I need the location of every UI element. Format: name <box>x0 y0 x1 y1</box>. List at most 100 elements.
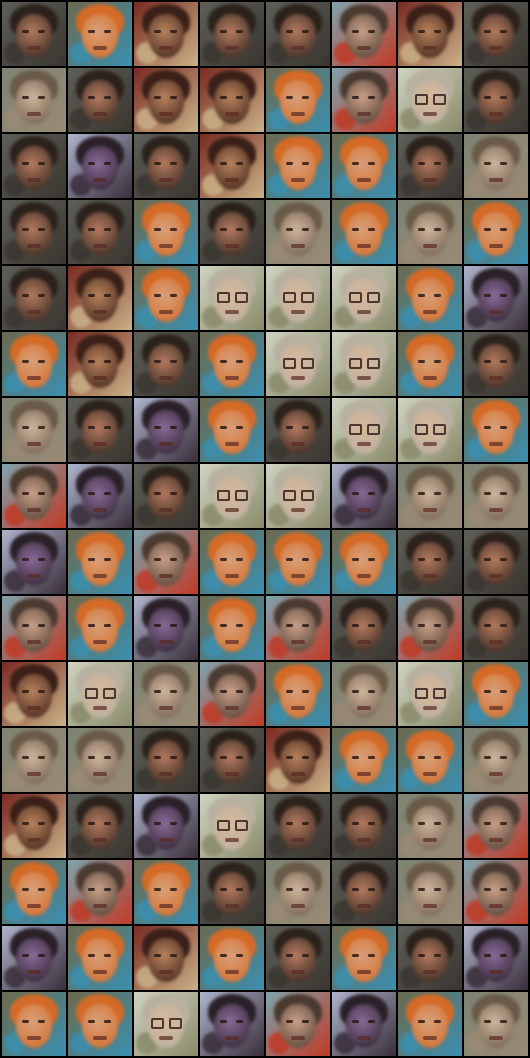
right-eye-shape <box>170 624 177 627</box>
face-shape <box>346 14 382 58</box>
face-shape <box>82 146 118 190</box>
left-eye-shape <box>151 1018 164 1029</box>
mouth-shape <box>225 1036 239 1040</box>
face-thumbnail <box>398 398 462 462</box>
left-eye-shape <box>22 162 29 165</box>
left-eye-shape <box>217 820 230 831</box>
face-shape <box>412 674 448 718</box>
mouth-shape <box>159 310 173 314</box>
right-eye-shape <box>302 96 309 99</box>
face-thumbnail <box>134 794 198 858</box>
face-thumbnail <box>200 794 264 858</box>
right-eye-shape <box>104 30 111 33</box>
face-shape <box>214 410 250 454</box>
left-eye-shape <box>352 1020 359 1023</box>
right-eye-shape <box>170 162 177 165</box>
face-shape <box>412 542 448 586</box>
face-shape <box>16 14 52 58</box>
left-eye-shape <box>88 96 95 99</box>
mouth-shape <box>357 508 371 512</box>
left-eye-shape <box>484 228 491 231</box>
face-shape <box>280 1004 316 1048</box>
mouth-shape <box>93 178 107 182</box>
left-eye-shape <box>154 492 161 495</box>
right-eye-shape <box>104 558 111 561</box>
right-eye-shape <box>434 822 441 825</box>
mouth-shape <box>93 376 107 380</box>
face-thumbnail <box>134 200 198 264</box>
right-eye-shape <box>236 360 243 363</box>
mouth-shape <box>291 838 305 842</box>
right-eye-shape <box>104 426 111 429</box>
right-eye-shape <box>368 624 375 627</box>
right-eye-shape <box>500 426 507 429</box>
mouth-shape <box>93 1036 107 1040</box>
face-thumbnail <box>266 530 330 594</box>
right-eye-shape <box>302 624 309 627</box>
left-eye-shape <box>418 888 425 891</box>
left-eye-shape <box>484 1020 491 1023</box>
face-shape <box>148 806 184 850</box>
right-eye-shape <box>434 888 441 891</box>
face-shape <box>346 212 382 256</box>
right-eye-shape <box>434 756 441 759</box>
face-shape <box>214 146 250 190</box>
right-eye-shape <box>38 360 45 363</box>
face-shape <box>346 674 382 718</box>
face-shape <box>148 344 184 388</box>
face-shape <box>16 1004 52 1048</box>
right-eye-shape <box>368 162 375 165</box>
left-eye-shape <box>286 96 293 99</box>
left-eye-shape <box>352 756 359 759</box>
left-eye-shape <box>220 96 227 99</box>
right-eye-shape <box>433 94 446 105</box>
face-thumbnail <box>266 134 330 198</box>
mouth-shape <box>291 904 305 908</box>
left-eye-shape <box>283 358 296 369</box>
left-eye-shape <box>22 360 29 363</box>
left-eye-shape <box>484 96 491 99</box>
right-eye-shape <box>38 690 45 693</box>
face-thumbnail <box>68 266 132 330</box>
mouth-shape <box>159 838 173 842</box>
mouth-shape <box>93 310 107 314</box>
right-eye-shape <box>104 228 111 231</box>
face-thumbnail <box>134 68 198 132</box>
right-eye-shape <box>500 888 507 891</box>
face-thumbnail <box>398 662 462 726</box>
face-thumbnail <box>68 398 132 462</box>
face-thumbnail <box>398 2 462 66</box>
left-eye-shape <box>286 690 293 693</box>
right-eye-shape <box>368 1020 375 1023</box>
right-eye-shape <box>104 162 111 165</box>
face-shape <box>346 938 382 982</box>
face-shape <box>280 542 316 586</box>
face-shape <box>280 278 316 322</box>
left-eye-shape <box>352 954 359 957</box>
face-shape <box>214 278 250 322</box>
left-eye-shape <box>22 954 29 957</box>
left-eye-shape <box>220 1020 227 1023</box>
left-eye-shape <box>415 688 428 699</box>
right-eye-shape <box>104 492 111 495</box>
left-eye-shape <box>88 162 95 165</box>
face-shape <box>214 14 250 58</box>
left-eye-shape <box>154 360 161 363</box>
left-eye-shape <box>286 426 293 429</box>
face-shape <box>82 1004 118 1048</box>
mouth-shape <box>489 112 503 116</box>
right-eye-shape <box>433 688 446 699</box>
face-shape <box>478 80 514 124</box>
mouth-shape <box>225 838 239 842</box>
right-eye-shape <box>235 292 248 303</box>
right-eye-shape <box>170 690 177 693</box>
mouth-shape <box>423 112 437 116</box>
right-eye-shape <box>368 888 375 891</box>
right-eye-shape <box>38 492 45 495</box>
right-eye-shape <box>500 822 507 825</box>
face-thumbnail <box>2 134 66 198</box>
face-thumbnail <box>398 200 462 264</box>
mouth-shape <box>489 46 503 50</box>
left-eye-shape <box>352 96 359 99</box>
